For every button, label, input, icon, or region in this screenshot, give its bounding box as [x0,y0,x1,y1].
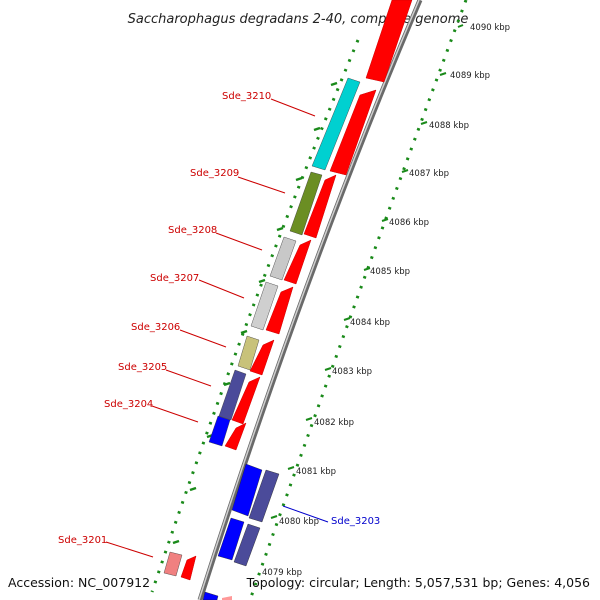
label-sde-3206: Sde_3206 [131,322,180,333]
kbp-label-4086: 4086 kbp [389,218,429,228]
gene-olive [289,171,323,236]
kbp-label-4080: 4080 kbp [279,517,319,527]
label-sde-3207: Sde_3207 [150,273,199,284]
gene-pink [163,551,183,577]
cds-red-7 [231,376,261,425]
genome-backbone [197,0,423,600]
kbp-label-4087: 4087 kbp [409,169,449,179]
kbp-label-4085: 4085 kbp [370,267,410,277]
gene-labels: Sde_3210 Sde_3209 Sde_3208 Sde_3207 Sde_… [58,91,380,558]
kbp-label-4088: 4088 kbp [429,121,469,131]
kbp-label-4089: 4089 kbp [450,71,490,81]
cds-blue-1 [231,463,263,517]
cds-red-5 [265,286,294,335]
outer-ticks [172,81,338,545]
gene-gray-2 [250,281,279,331]
cds-red-9 [180,555,197,581]
label-sde-3209: Sde_3209 [190,168,239,179]
cds-red-3 [303,174,337,239]
gene-slate [218,369,247,421]
reverse-cds-track [202,463,280,600]
label-sde-3203: Sde_3203 [331,516,380,527]
tick-ring-inner [248,0,468,600]
cds-red-1 [365,0,413,83]
kbp-scale: 4090 kbp 4089 kbp 4088 kbp 4087 kbp 4086… [262,23,510,578]
kbp-label-4083: 4083 kbp [332,367,372,377]
gene-cyan [311,77,361,171]
cds-red-8 [224,422,247,451]
gene-gray-1 [269,236,297,281]
cds-slate-1 [248,469,280,523]
label-sde-3208: Sde_3208 [168,225,217,236]
cds-slate-2 [233,523,261,567]
tick-ring-outer [150,39,360,593]
cds-red-6 [249,339,275,376]
kbp-label-4084: 4084 kbp [350,318,390,328]
gene-blue-small [208,415,231,447]
gene-khaki [237,335,260,371]
kbp-label-4082: 4082 kbp [314,418,354,428]
map-title: Saccharophagus degradans 2-40, complete … [128,12,469,27]
label-sde-3210: Sde_3210 [222,91,271,102]
accession-text: Accession: NC_007912 [8,575,151,590]
cds-blue-2 [217,517,245,561]
gene-track [163,77,361,577]
label-sde-3201: Sde_3201 [58,535,107,546]
label-sde-3205: Sde_3205 [118,362,167,373]
cds-red-2 [329,89,377,176]
kbp-label-4079: 4079 kbp [262,568,302,578]
kbp-label-4081: 4081 kbp [296,467,336,477]
kbp-label-4090: 4090 kbp [470,23,510,33]
topology-text: Topology: circular; Length: 5,057,531 bp… [246,575,590,590]
cds-red-4 [283,239,312,285]
forward-cds-track [180,0,413,600]
label-sde-3204: Sde_3204 [104,399,153,410]
